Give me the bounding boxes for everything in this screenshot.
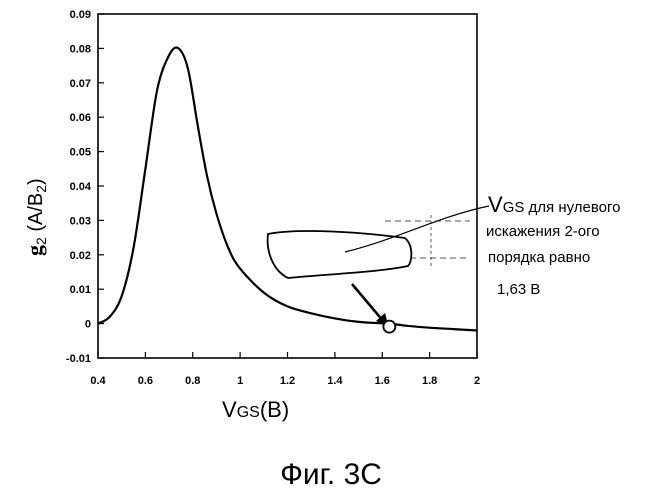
y-tick-label: 0.09 [70, 9, 91, 21]
x-tick-label: 1.6 [375, 375, 390, 387]
y-tick-label: 0.03 [70, 215, 91, 227]
annotation-line-4: 1,63 В [497, 281, 540, 298]
x-tick-label: 1.2 [280, 375, 295, 387]
y-tick-label: 0.04 [70, 181, 92, 193]
y-tick-label: 0 [85, 319, 91, 331]
y-axis-title: g2 (A/B2) [22, 178, 49, 256]
annotation-arrow [352, 284, 384, 322]
y-tick-label: 0.05 [70, 147, 91, 159]
x-axis-title: VGS(B) [222, 397, 289, 422]
x-tick-label: 1.8 [422, 375, 437, 387]
y-tick-label: 0.08 [70, 43, 91, 55]
x-tick-label: 2 [474, 375, 480, 387]
y-tick-label: -0.01 [66, 353, 91, 365]
annotation-line-3: порядка равно [488, 249, 590, 266]
annotation-line-1: VGS для нулевого [488, 192, 621, 217]
x-tick-label: 0.4 [90, 375, 106, 387]
y-tick-label: 0.02 [70, 250, 91, 262]
x-tick-label: 0.6 [138, 375, 153, 387]
y-tick-label: 0.07 [70, 78, 91, 90]
x-tick-label: 1.4 [327, 375, 343, 387]
x-tick-label: 1 [237, 375, 243, 387]
figure-caption: Фиг. 3С [280, 458, 382, 491]
annotation-line-2: искажения 2-ого [486, 223, 600, 240]
zero-crossing-marker [383, 321, 395, 333]
y-tick-label: 0.01 [70, 284, 91, 296]
series-line [98, 48, 477, 331]
x-tick-label: 0.8 [185, 375, 200, 387]
y-tick-label: 0.06 [70, 112, 91, 124]
